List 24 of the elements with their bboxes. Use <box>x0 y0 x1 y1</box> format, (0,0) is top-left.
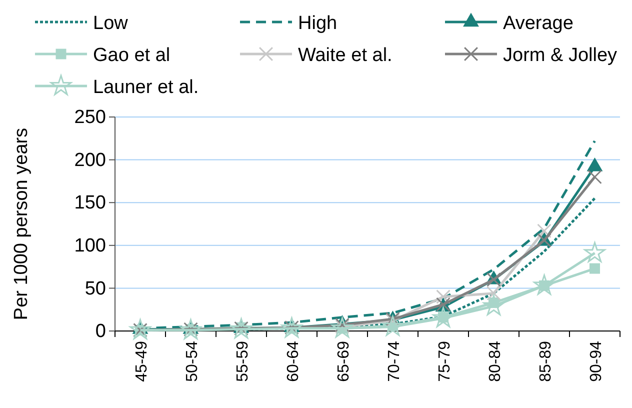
legend-label: Jorm & Jolley <box>503 45 618 66</box>
x-tick-label: 90-94 <box>588 340 605 382</box>
y-axis-title: Per 1000 person years <box>11 128 32 320</box>
legend-label: High <box>298 13 338 34</box>
x-tick-label: 45-49 <box>133 340 150 382</box>
x-tick-label: 55-59 <box>234 340 252 382</box>
x-tick-label: 85-89 <box>537 340 554 382</box>
x-tick-label: 60-64 <box>284 340 302 382</box>
x-tick-label: 65-69 <box>335 340 352 382</box>
legend-label: Waite et al. <box>298 45 392 66</box>
y-tick-label: 0 <box>95 321 106 342</box>
x-tick-label: 50-54 <box>184 340 201 382</box>
legend-label: Gao et al <box>93 45 170 66</box>
y-tick-label: 150 <box>74 192 106 214</box>
y-tick-label: 50 <box>84 278 106 300</box>
x-tick-label: 70-74 <box>386 340 403 382</box>
y-tick-label: 250 <box>74 107 106 128</box>
legend-label: Average <box>503 13 574 34</box>
x-tick-label: 75-79 <box>436 340 454 382</box>
legend-label: Low <box>93 13 128 34</box>
x-tick-label: 80-84 <box>486 340 504 382</box>
legend-label: Launer et al. <box>93 77 199 98</box>
y-tick-label: 200 <box>74 150 106 171</box>
y-tick-label: 100 <box>74 235 106 256</box>
